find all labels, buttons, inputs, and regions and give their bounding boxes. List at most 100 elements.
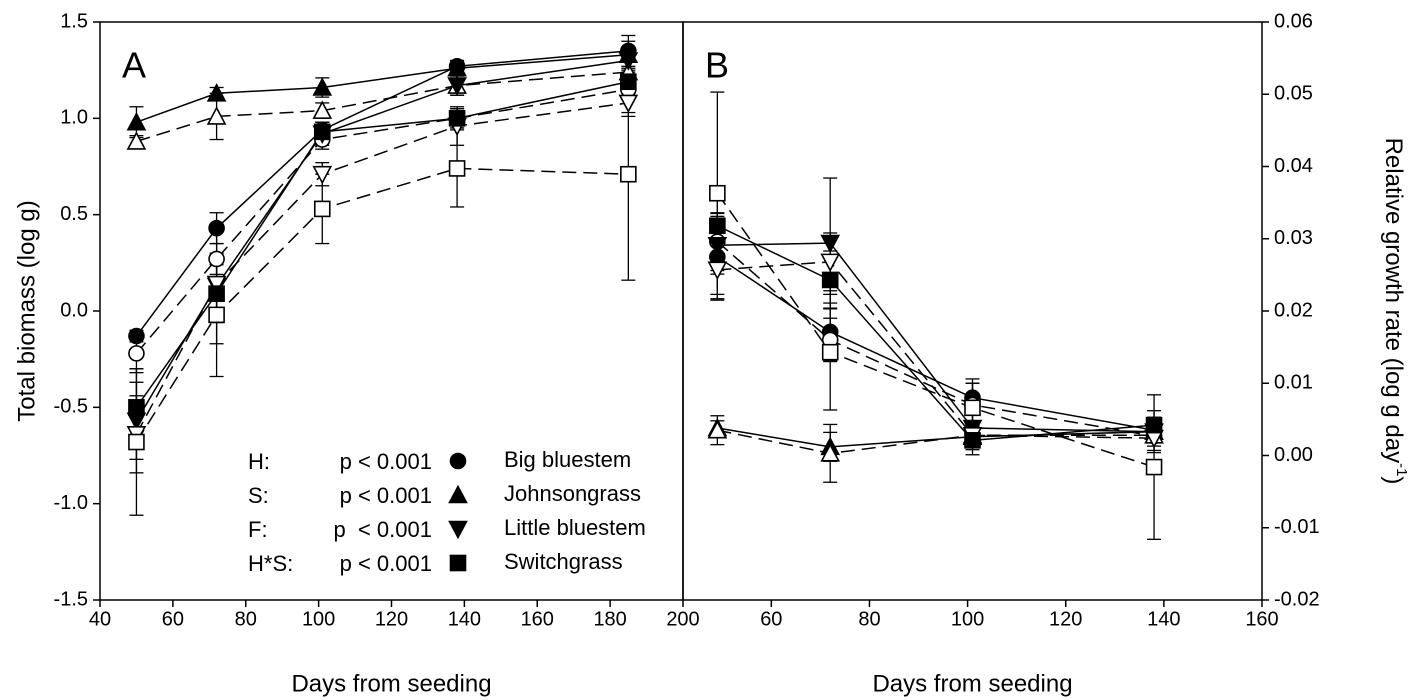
y2-axis-label-part: -1 bbox=[1393, 463, 1410, 476]
data-point bbox=[707, 261, 728, 281]
y2-tick-label: 0.04 bbox=[1274, 155, 1313, 177]
series-line bbox=[716, 241, 1155, 437]
x-axis-label: Days from seeding bbox=[291, 670, 491, 697]
data-point bbox=[618, 94, 639, 114]
stat-p: p < 0.001 bbox=[340, 551, 432, 576]
x-tick-label: 60 bbox=[162, 608, 184, 630]
data-point bbox=[707, 236, 728, 256]
x-tick-label: 120 bbox=[375, 608, 408, 630]
x-tick-label: 200 bbox=[666, 608, 699, 630]
y-tick-label: 1.0 bbox=[60, 107, 88, 129]
legend-marker bbox=[448, 520, 468, 540]
data-point bbox=[707, 420, 728, 439]
y2-tick-label: 0.05 bbox=[1274, 83, 1313, 105]
series-line bbox=[717, 242, 1155, 433]
data-point bbox=[1145, 458, 1163, 476]
data-point bbox=[206, 106, 227, 125]
x-tick-label: 80 bbox=[235, 608, 257, 630]
data-point bbox=[709, 217, 726, 235]
data-point bbox=[126, 131, 147, 150]
legend-label: Johnsongrass bbox=[504, 481, 641, 506]
data-point bbox=[313, 123, 331, 141]
y2-tick-label: 0.02 bbox=[1274, 299, 1313, 321]
series-line bbox=[717, 429, 1155, 455]
y-tick-label: 0.5 bbox=[60, 203, 88, 225]
y2-tick-label: -0.01 bbox=[1274, 516, 1320, 538]
stat-term: S: bbox=[248, 483, 269, 508]
data-point bbox=[820, 253, 841, 273]
series-line bbox=[717, 261, 1155, 439]
data-point bbox=[620, 165, 637, 183]
stat-term: H*S: bbox=[248, 551, 293, 576]
series-line bbox=[717, 225, 1155, 442]
panel-label: A bbox=[122, 45, 146, 86]
legend-label: Switchgrass bbox=[504, 549, 623, 574]
legend-label: Big bluestem bbox=[504, 447, 631, 472]
data-point bbox=[206, 275, 227, 295]
data-point bbox=[709, 184, 726, 202]
data-point bbox=[821, 271, 839, 289]
y2-axis-label: Relative growth rate (log g day-1) bbox=[1380, 138, 1410, 485]
data-point bbox=[964, 399, 981, 417]
y2-tick-label: 0.06 bbox=[1274, 10, 1313, 32]
x-tick-label: 180 bbox=[593, 608, 626, 630]
y2-axis-label-part: ) bbox=[1380, 476, 1407, 484]
y2-tick-label: -0.02 bbox=[1274, 588, 1320, 610]
series-line bbox=[136, 71, 629, 143]
data-point bbox=[620, 73, 637, 91]
y-tick-label: -1.0 bbox=[54, 492, 88, 514]
data-point bbox=[1145, 416, 1163, 434]
data-point bbox=[618, 52, 639, 71]
data-point bbox=[313, 200, 331, 218]
x-tick-label: 100 bbox=[951, 608, 984, 630]
x-tick-label: 60 bbox=[760, 608, 782, 630]
y-tick-label: 0.0 bbox=[60, 299, 88, 321]
y2-tick-label: 0.03 bbox=[1274, 227, 1313, 249]
data-point bbox=[821, 343, 839, 361]
legend-marker bbox=[449, 554, 467, 572]
x-axis-label: Days from seeding bbox=[872, 670, 1072, 697]
data-point bbox=[208, 306, 225, 324]
data-point bbox=[448, 110, 466, 127]
y-tick-label: 1.5 bbox=[60, 10, 88, 32]
data-point bbox=[312, 100, 333, 119]
data-point bbox=[208, 219, 225, 237]
y-tick-label: -0.5 bbox=[54, 396, 88, 418]
data-point bbox=[964, 432, 981, 449]
data-point bbox=[128, 399, 145, 416]
data-point bbox=[820, 234, 841, 254]
x-tick-label: 160 bbox=[521, 608, 554, 630]
data-point bbox=[128, 327, 145, 345]
data-point bbox=[448, 160, 466, 177]
legend-marker bbox=[448, 484, 468, 504]
stat-p: p < 0.001 bbox=[340, 483, 432, 508]
stat-p: p < 0.001 bbox=[340, 449, 432, 474]
y2-tick-label: 0.01 bbox=[1274, 372, 1313, 394]
data-point bbox=[126, 111, 147, 131]
data-point bbox=[208, 285, 225, 302]
data-point bbox=[128, 345, 145, 362]
y2-axis-label-part: Relative growth rate (log g day bbox=[1380, 138, 1407, 464]
data-point bbox=[312, 77, 333, 96]
y-axis-label: Total biomass (log g) bbox=[13, 200, 40, 421]
data-point bbox=[447, 77, 467, 96]
data-point bbox=[312, 165, 333, 185]
x-tick-label: 160 bbox=[1245, 608, 1278, 630]
data-point bbox=[206, 83, 227, 102]
series-line bbox=[135, 59, 629, 422]
stat-term: F: bbox=[248, 517, 268, 542]
series-line bbox=[135, 167, 629, 443]
series-line bbox=[717, 427, 1155, 448]
x-tick-label: 140 bbox=[1147, 608, 1180, 630]
panel-label: B bbox=[705, 45, 729, 86]
y-tick-label: -1.5 bbox=[54, 588, 88, 610]
data-point bbox=[820, 443, 841, 462]
stat-p: p < 0.001 bbox=[334, 517, 432, 542]
x-tick-label: 140 bbox=[448, 608, 481, 630]
y2-tick-label: 0.00 bbox=[1274, 444, 1313, 466]
series-line bbox=[135, 102, 629, 435]
x-tick-label: 80 bbox=[858, 608, 880, 630]
data-point bbox=[208, 250, 225, 268]
